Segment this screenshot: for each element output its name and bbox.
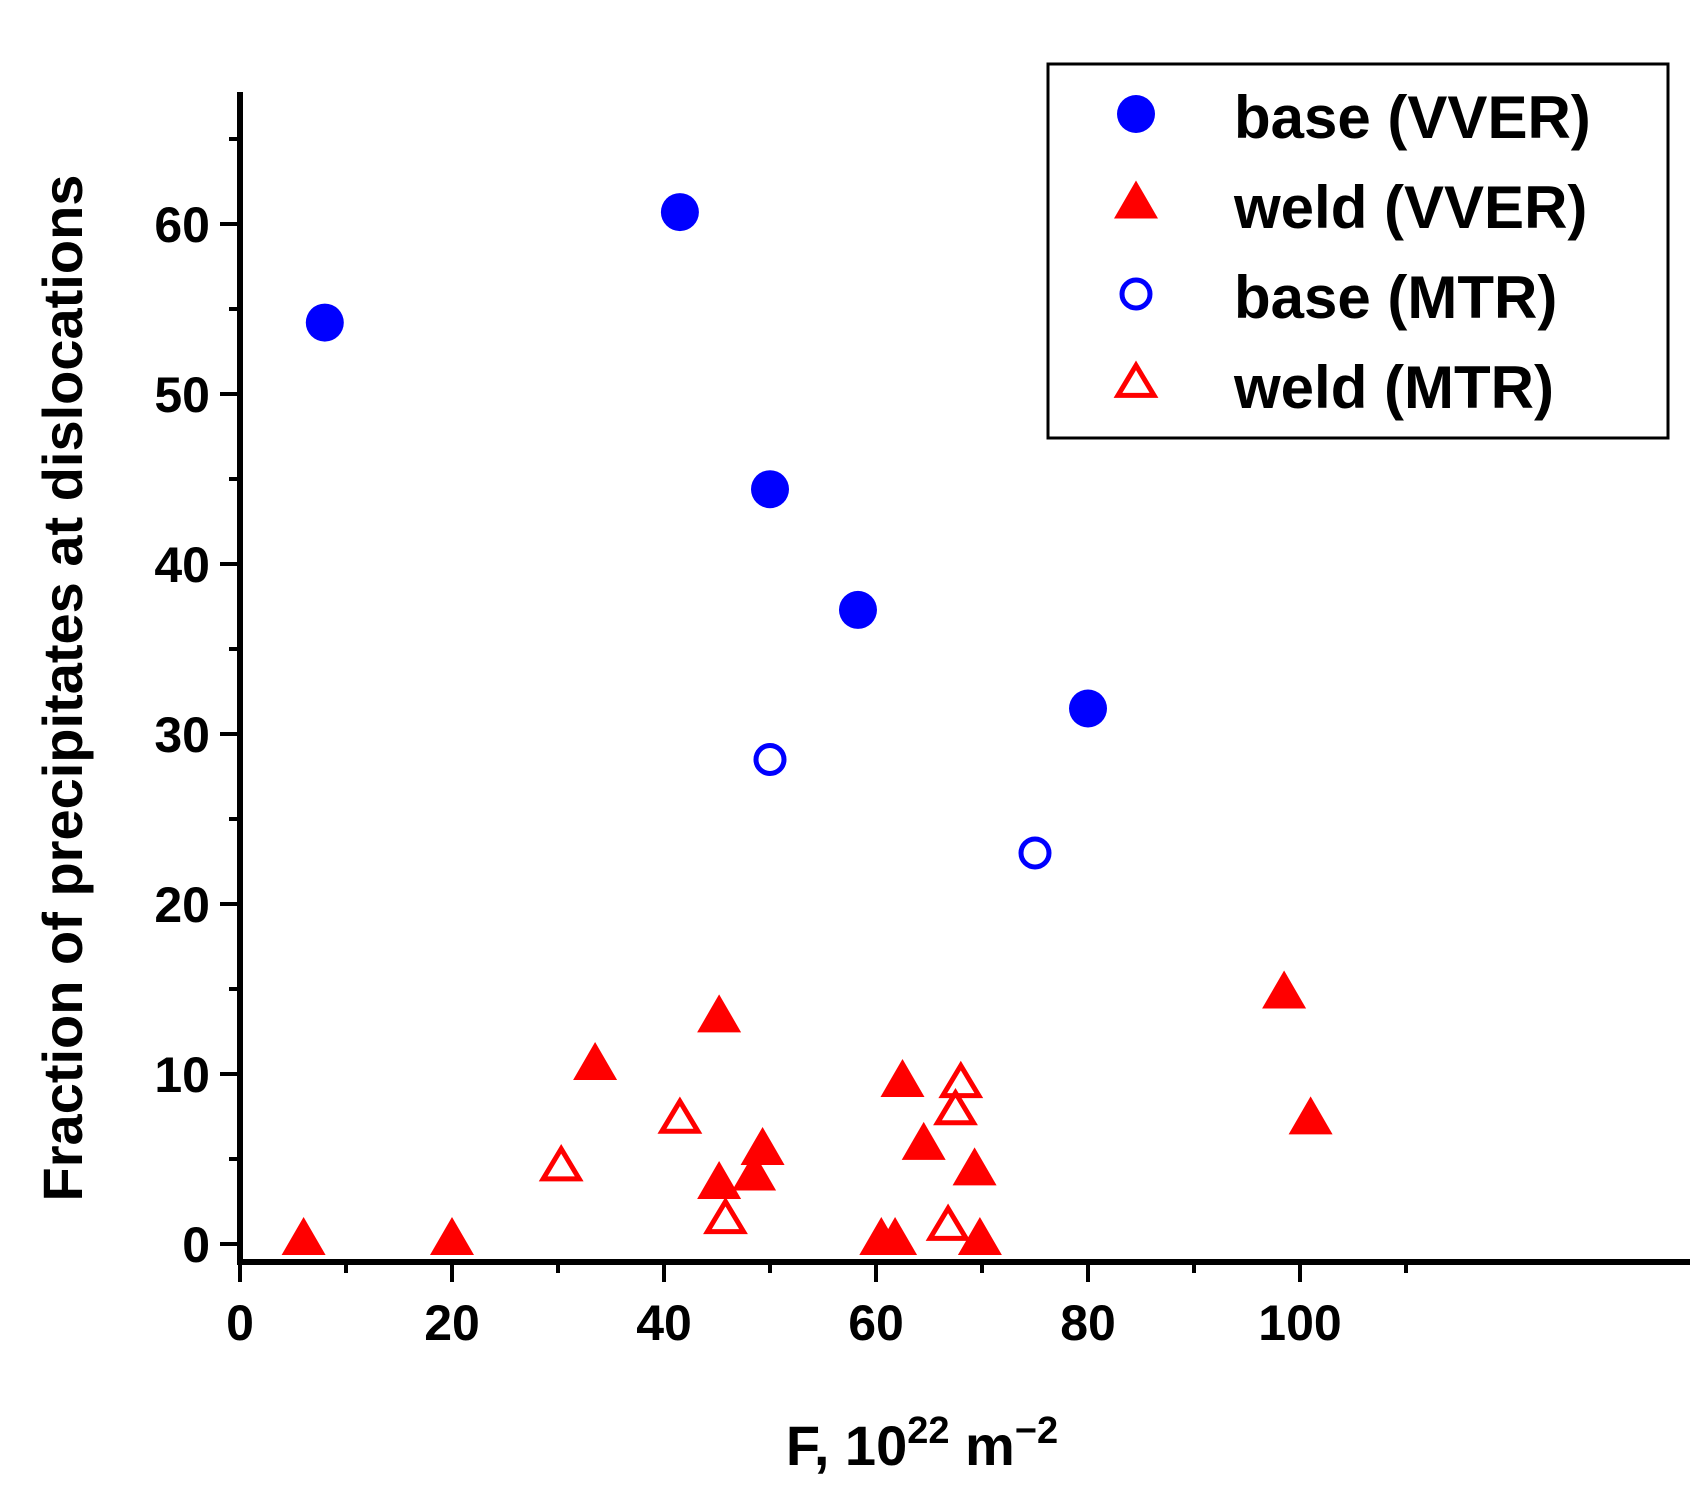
legend-label-weld-mtr: weld (MTR) — [1233, 354, 1554, 421]
data-point-weld-vver — [573, 1041, 618, 1080]
data-point-base-mtr — [753, 743, 787, 776]
data-point-weld-vver — [880, 1058, 925, 1097]
data-points — [281, 193, 1333, 1256]
data-point-weld-vver — [697, 994, 742, 1033]
data-point-base-vver — [305, 303, 344, 342]
legend-label-weld-vver: weld (VVER) — [1233, 174, 1587, 241]
y-tick-label: 40 — [154, 537, 210, 593]
x-axis-title-main: F, 10 — [786, 1414, 907, 1477]
x-tick-label: 0 — [226, 1295, 254, 1351]
data-point-weld-vver — [281, 1217, 326, 1256]
data-point-weld-mtr — [538, 1144, 584, 1182]
legend-box — [1046, 62, 1670, 440]
x-axis-title-sup: 22 — [907, 1410, 949, 1452]
data-point-weld-mtr — [703, 1196, 748, 1235]
x-tick-label: 80 — [1060, 1295, 1116, 1351]
data-point-weld-vver — [952, 1147, 997, 1186]
y-tick-label: 10 — [154, 1047, 210, 1103]
x-tick-label: 100 — [1258, 1295, 1341, 1351]
data-point-weld-mtr — [925, 1203, 971, 1241]
data-point-weld-vver — [1262, 970, 1307, 1009]
legend-label-base-vver: base (VVER) — [1234, 84, 1591, 151]
data-point-weld-vver — [697, 1160, 742, 1199]
x-tick-label: 40 — [636, 1295, 692, 1351]
legend: base (VVER) weld (VVER) base (MTR) weld (MT… — [1046, 62, 1670, 440]
x-axis-title: F, 1022 m−2 — [786, 1410, 1058, 1477]
data-point-weld-mtr — [938, 1060, 984, 1099]
y-tick-label: 60 — [154, 197, 210, 253]
x-axis-title-unit: m — [950, 1414, 1015, 1477]
data-point-weld-vver — [873, 1217, 918, 1256]
y-tick-label: 30 — [154, 707, 210, 763]
y-tick-label: 0 — [182, 1217, 210, 1273]
data-point-base-vver — [751, 470, 789, 509]
data-point-weld-mtr — [933, 1087, 978, 1126]
data-point-weld-vver — [957, 1217, 1002, 1256]
data-point-weld-vver — [430, 1217, 474, 1256]
legend-marker-base-vver — [1117, 95, 1155, 133]
y-axis-title: Fraction of precipitates at dislocations — [31, 175, 94, 1202]
legend-marker-base-mtr — [1119, 277, 1153, 311]
x-tick-label: 60 — [848, 1295, 904, 1351]
legend-entries: base (VVER) weld (VVER) base (MTR) weld (MT… — [1113, 84, 1591, 421]
legend-marker-weld-vver — [1114, 180, 1158, 219]
data-point-base-vver — [1069, 689, 1107, 728]
y-tick-label: 20 — [154, 877, 210, 933]
ticks: 0 10 20 30 40 50 60 0 20 40 60 80 100 — [154, 137, 1408, 1351]
data-point-weld-vver — [1288, 1096, 1333, 1135]
x-tick-label: 20 — [424, 1295, 480, 1351]
data-point-weld-vver — [740, 1126, 785, 1165]
data-point-weld-vver — [732, 1152, 777, 1191]
legend-label-base-mtr: base (MTR) — [1234, 264, 1557, 331]
y-tick-label: 50 — [154, 367, 210, 423]
legend-marker-weld-mtr — [1113, 360, 1159, 398]
data-point-base-vver — [660, 193, 699, 232]
data-point-weld-vver — [901, 1121, 946, 1160]
data-point-base-mtr — [1018, 836, 1052, 870]
data-point-base-vver — [838, 590, 877, 629]
axes — [237, 92, 1690, 1265]
x-axis-title-unit-sup: −2 — [1015, 1410, 1058, 1452]
data-point-weld-mtr — [657, 1096, 703, 1134]
